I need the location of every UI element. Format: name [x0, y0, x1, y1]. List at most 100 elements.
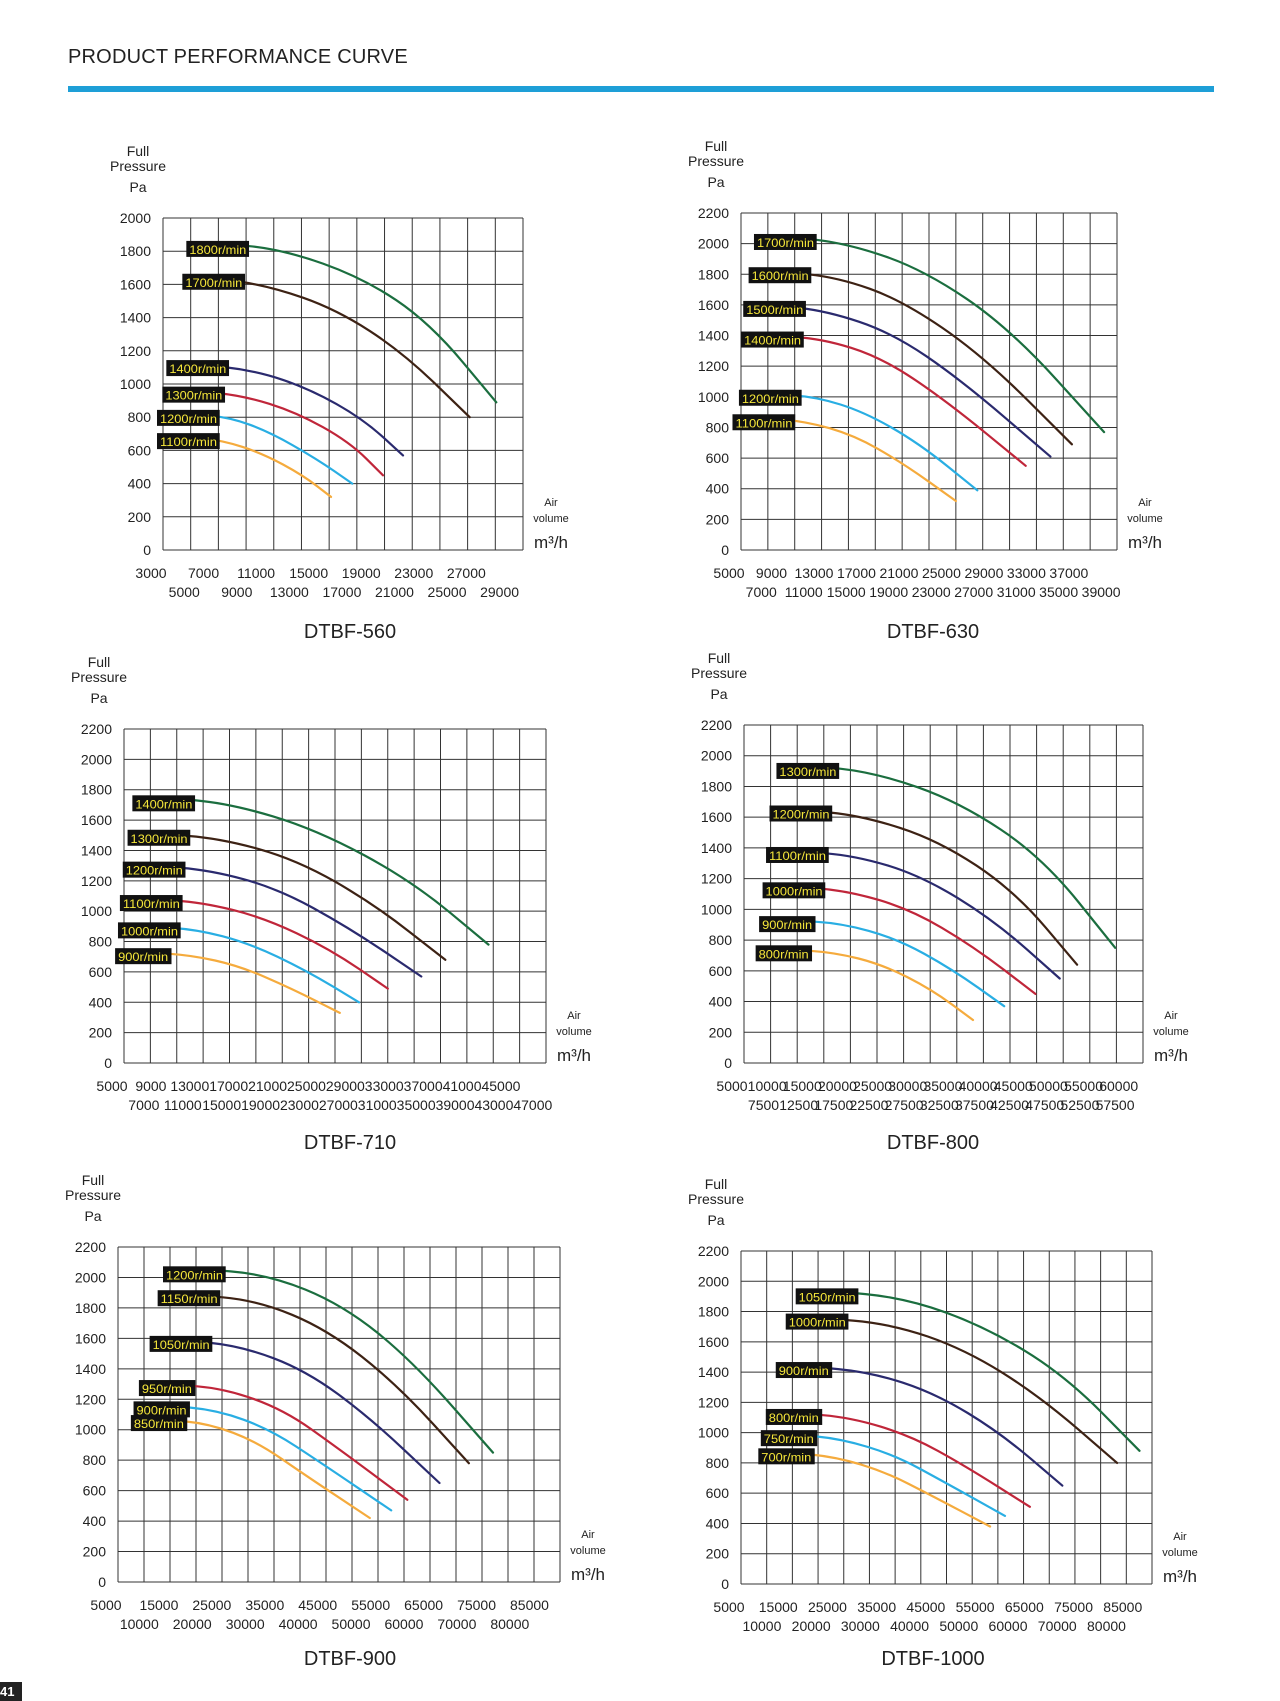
x-axis-label: volume — [556, 1026, 591, 1038]
y-tick-label: 400 — [83, 1513, 107, 1529]
series-curve-1300r-min — [156, 832, 447, 961]
y-tick-label: 2200 — [698, 205, 729, 221]
series-label-bg — [775, 1362, 833, 1379]
chart-title: DTBF-900 — [304, 1648, 396, 1670]
series-curve-1100r-min — [148, 897, 389, 990]
series-label: 1300r/min — [165, 389, 222, 403]
x-tick-label: 9000 — [221, 584, 252, 600]
series-label: 1700r/min — [185, 276, 242, 290]
y-tick-label: 2200 — [81, 721, 112, 737]
x-axis-label: volume — [1162, 1547, 1197, 1559]
y-tick-label: 800 — [128, 409, 152, 425]
x-tick-label: 11000 — [237, 565, 275, 581]
series-curve-750r-min — [789, 1433, 1007, 1517]
y-tick-label: 1200 — [120, 343, 151, 359]
y-tick-label: 0 — [98, 1574, 106, 1590]
series-label-bg — [157, 1290, 221, 1307]
x-tick-label: 15000 — [202, 1097, 241, 1113]
x-tick-label: 7500 — [748, 1097, 779, 1113]
x-tick-label: 47500 — [1025, 1097, 1064, 1113]
y-tick-label: 1200 — [698, 358, 729, 374]
x-axis-label: m³/h — [534, 533, 568, 552]
series-label-bg — [157, 433, 220, 450]
series-curve-1200r-min — [151, 864, 423, 978]
x-tick-label: 7000 — [188, 565, 219, 581]
y-axis-label: Pa — [707, 1212, 724, 1228]
series-label-bg — [759, 916, 816, 933]
x-tick-label: 60000 — [384, 1616, 423, 1632]
series-label-bg — [753, 233, 817, 250]
x-tick-label: 30000 — [888, 1078, 927, 1094]
y-tick-label: 800 — [89, 934, 113, 950]
series-curve-1200r-min — [767, 392, 979, 492]
x-tick-label: 5000 — [96, 1078, 127, 1094]
y-tick-label: 600 — [89, 964, 113, 980]
x-tick-label: 43000 — [474, 1097, 513, 1113]
series-label: 1100r/min — [769, 849, 826, 863]
x-axis-label: m³/h — [1163, 1567, 1197, 1586]
x-tick-label: 30000 — [841, 1618, 880, 1634]
y-tick-label: 600 — [706, 1485, 730, 1501]
x-tick-label: 35000 — [245, 1597, 284, 1613]
x-tick-label: 10000 — [748, 1078, 787, 1094]
y-tick-label: 0 — [143, 542, 151, 558]
page-title: PRODUCT PERFORMANCE CURVE — [68, 46, 408, 68]
x-axis-label: m³/h — [571, 1565, 605, 1584]
series-label: 1200r/min — [742, 392, 799, 406]
y-tick-label: 1000 — [81, 903, 112, 919]
series-label-bg — [186, 240, 250, 257]
series-label-bg — [766, 846, 829, 863]
series-label-bg — [130, 1415, 188, 1432]
y-axis-label: Full — [88, 654, 111, 670]
chart-title: DTBF-630 — [887, 621, 979, 643]
series-label-bg — [776, 762, 840, 779]
series-label-bg — [157, 409, 220, 426]
x-tick-label: 19000 — [342, 565, 381, 581]
series-label: 1200r/min — [773, 808, 830, 822]
x-tick-label: 25000 — [287, 1078, 326, 1094]
series-label: 1400r/min — [169, 362, 226, 376]
chart-title: DTBF-560 — [304, 621, 396, 643]
series-label-bg — [182, 273, 246, 290]
page-number: 41 — [0, 1682, 22, 1701]
x-tick-label: 11000 — [785, 584, 823, 600]
y-tick-label: 1800 — [698, 1304, 729, 1320]
series-label-bg — [738, 389, 802, 406]
chart-title: DTBF-800 — [887, 1132, 979, 1154]
y-tick-label: 2200 — [701, 717, 732, 733]
x-tick-label: 15000 — [289, 565, 328, 581]
series-label-bg — [760, 1430, 818, 1447]
x-tick-label: 85000 — [510, 1597, 549, 1613]
y-tick-label: 1400 — [81, 842, 112, 858]
series-label: 1100r/min — [160, 435, 217, 449]
series-label: 900r/min — [762, 918, 812, 932]
y-tick-label: 1000 — [698, 1425, 729, 1441]
y-tick-label: 2000 — [698, 236, 729, 252]
y-tick-label: 1800 — [81, 782, 112, 798]
x-tick-label: 85000 — [1103, 1599, 1142, 1615]
chart-grid — [162, 217, 524, 551]
x-tick-label: 27000 — [447, 565, 486, 581]
x-tick-label: 13000 — [170, 1078, 209, 1094]
series-label-bg — [785, 1313, 849, 1330]
x-axis-label: volume — [533, 513, 568, 525]
x-tick-label: 32500 — [920, 1097, 959, 1113]
y-tick-label: 400 — [128, 476, 152, 492]
x-tick-label: 5000 — [716, 1078, 747, 1094]
x-tick-label: 9000 — [756, 565, 787, 581]
x-tick-label: 27000 — [319, 1097, 358, 1113]
x-tick-label: 60000 — [989, 1618, 1028, 1634]
y-tick-label: 400 — [89, 994, 113, 1010]
x-tick-label: 60000 — [1099, 1078, 1138, 1094]
chart-title: DTBF-710 — [304, 1132, 396, 1154]
x-tick-label: 17000 — [837, 565, 876, 581]
y-tick-label: 400 — [709, 994, 733, 1010]
x-tick-label: 40000 — [890, 1618, 929, 1634]
x-tick-label: 19000 — [869, 584, 908, 600]
x-tick-label: 37000 — [1049, 565, 1088, 581]
series-label-bg — [163, 1266, 226, 1283]
chart-dtbf-900: 0 200 400 600 800 1000 1200 1400 1600 1800 2000 220… — [65, 1172, 606, 1670]
series-label-bg — [743, 300, 806, 317]
y-tick-label: 200 — [706, 511, 730, 527]
x-tick-label: 31000 — [997, 584, 1036, 600]
